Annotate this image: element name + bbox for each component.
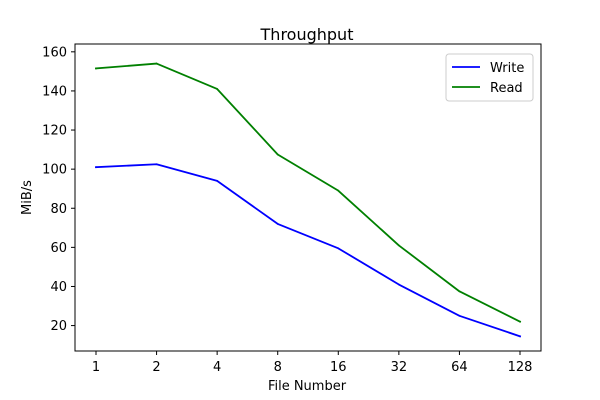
plot-frame <box>74 43 542 352</box>
y-tick-label: 80 <box>50 202 67 217</box>
data-point-write <box>519 335 521 338</box>
y-tick-label: 160 <box>42 45 67 60</box>
y-tick-label: 60 <box>50 241 67 256</box>
data-point-read <box>337 189 340 192</box>
data-point-write <box>276 222 279 225</box>
data-point-read <box>95 67 97 70</box>
legend: Write Read <box>445 53 534 102</box>
data-point-read <box>276 153 279 156</box>
chart-title: Throughput <box>260 25 354 44</box>
y-tick-label: 140 <box>42 84 67 99</box>
y-axis-label: MiB/s <box>20 180 35 215</box>
x-axis-ticks: 1 2 4 8 16 32 64 128 <box>92 351 533 375</box>
series-layer <box>95 62 522 338</box>
x-tick-label: 128 <box>508 360 533 375</box>
data-point-write <box>397 283 400 286</box>
x-tick-label: 64 <box>451 360 468 375</box>
series-line-write <box>95 163 522 338</box>
data-point-write <box>216 179 219 182</box>
y-tick-label: 40 <box>50 280 67 295</box>
data-point-write <box>95 166 97 169</box>
y-tick-label: 100 <box>42 163 67 178</box>
data-point-read <box>216 88 219 90</box>
series-line-read <box>95 62 522 323</box>
legend-label-write: Write <box>490 61 524 76</box>
legend-label-read: Read <box>490 81 523 96</box>
x-tick-label: 4 <box>213 360 221 375</box>
x-tick-label: 16 <box>330 360 347 375</box>
x-tick-label: 1 <box>92 360 100 375</box>
data-point-write <box>155 163 158 166</box>
data-point-read <box>458 290 461 293</box>
data-point-write <box>337 247 340 250</box>
legend-frame <box>445 53 534 102</box>
x-axis-label: File Number <box>268 379 347 394</box>
y-tick-label: 120 <box>42 124 67 139</box>
data-point-read <box>519 320 521 323</box>
data-point-read <box>155 62 158 65</box>
x-tick-label: 8 <box>274 360 282 375</box>
y-axis-ticks: 20 40 60 80 100 120 140 160 <box>42 45 75 334</box>
data-point-write <box>458 314 461 317</box>
y-tick-label: 20 <box>50 319 67 334</box>
data-point-read <box>397 244 400 247</box>
x-tick-label: 2 <box>152 360 160 375</box>
x-tick-label: 32 <box>391 360 408 375</box>
